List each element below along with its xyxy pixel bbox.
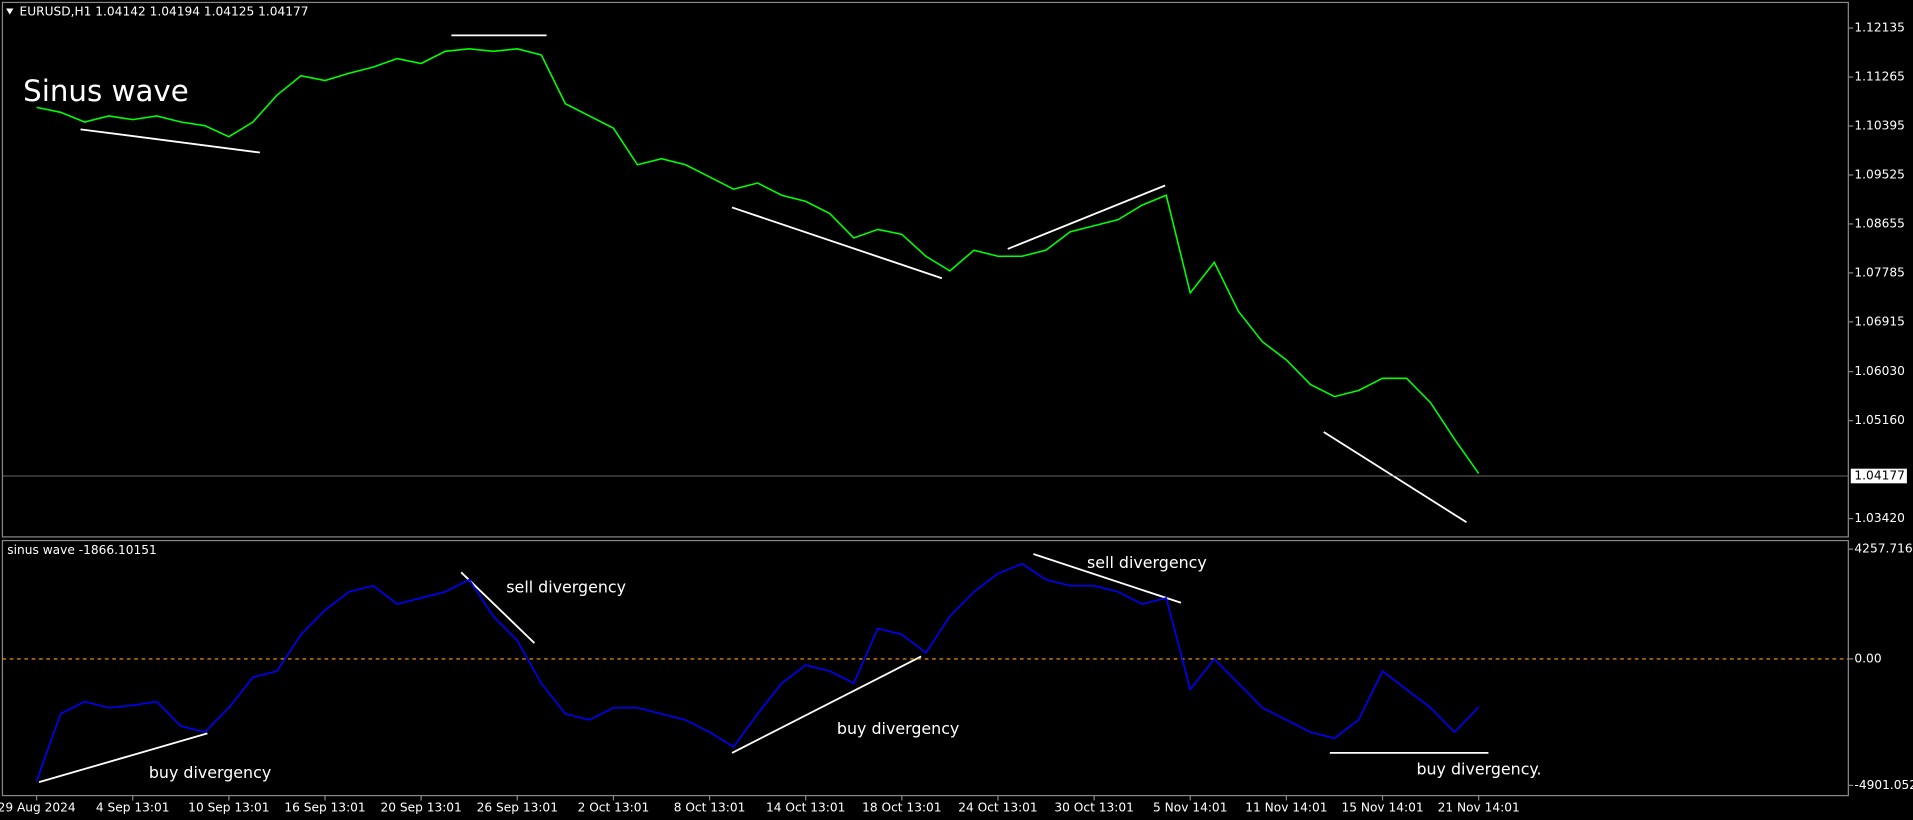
x-tick-label: 10 Sep 13:01: [188, 800, 269, 814]
y-tick-label: 1.07785: [1854, 265, 1904, 279]
x-tick-label: 4 Sep 13:01: [96, 800, 170, 814]
main-panel: [1, 1, 1849, 538]
x-tick-label: 14 Oct 13:01: [766, 800, 845, 814]
trend-line: [80, 128, 260, 154]
x-tick-label: 11 Nov 14:01: [1245, 800, 1327, 814]
indicator-title: sinus wave -1866.10151: [7, 543, 156, 557]
y-tick-label: 1.12135: [1854, 21, 1904, 35]
x-tick-label: 29 Aug 2024: [0, 800, 76, 814]
x-tick-label: 20 Sep 13:01: [380, 800, 461, 814]
trend-line: [1007, 184, 1166, 250]
x-tick-label: 24 Oct 13:01: [958, 800, 1037, 814]
annotation: sell divergency: [1087, 553, 1207, 572]
trend-line: [1323, 431, 1467, 524]
annotation: buy divergency: [149, 763, 271, 782]
y-tick-label: -4901.0527: [1854, 778, 1913, 792]
x-tick-label: 30 Oct 13:01: [1054, 800, 1133, 814]
trend-line: [460, 571, 536, 644]
price-line: [36, 48, 1480, 474]
x-tick-label: 21 Nov 14:01: [1438, 800, 1520, 814]
y-tick-label: 0.00: [1854, 651, 1881, 665]
y-tick-label: 1.06915: [1854, 314, 1904, 328]
trend-lines: [38, 34, 1489, 784]
last-price-label: 1.04177: [1854, 469, 1904, 483]
trend-line: [731, 206, 943, 280]
annotation: buy divergency.: [1416, 759, 1541, 778]
y-tick-label: 1.05160: [1854, 413, 1904, 427]
y-tick-label: 1.03420: [1854, 511, 1904, 525]
chart-title: EURUSD,H1 1.04142 1.04194 1.04125 1.0417…: [20, 5, 309, 19]
x-tick-label: 8 Oct 13:01: [674, 800, 746, 814]
y-tick-label: 1.06030: [1854, 364, 1904, 378]
price-box: [1850, 468, 1907, 484]
y-tick-label: 1.09525: [1854, 167, 1904, 181]
x-tick-label: 15 Nov 14:01: [1341, 800, 1423, 814]
y-tick-label: 4257.7169: [1854, 542, 1913, 556]
menu-arrow[interactable]: [6, 8, 14, 15]
annotation: sell divergency: [506, 578, 626, 597]
y-tick-label: 1.08655: [1854, 216, 1904, 230]
y-tick-label: 1.10395: [1854, 119, 1904, 133]
annotation: Sinus wave: [23, 74, 189, 108]
trend-line: [1033, 553, 1182, 604]
x-tick-label: 18 Oct 13:01: [862, 800, 941, 814]
annotation: buy divergency: [837, 719, 959, 738]
trend-line: [731, 655, 922, 754]
price-line: [35, 562, 1480, 782]
x-tick-label: 26 Sep 13:01: [477, 800, 558, 814]
indicator-panel: [1, 539, 1849, 797]
x-tick-label: 16 Sep 13:01: [284, 800, 365, 814]
x-tick-label: 5 Nov 14:01: [1153, 800, 1227, 814]
y-tick-label: 1.11265: [1854, 70, 1904, 84]
x-tick-label: 2 Oct 13:01: [578, 800, 650, 814]
trend-line: [38, 732, 208, 784]
